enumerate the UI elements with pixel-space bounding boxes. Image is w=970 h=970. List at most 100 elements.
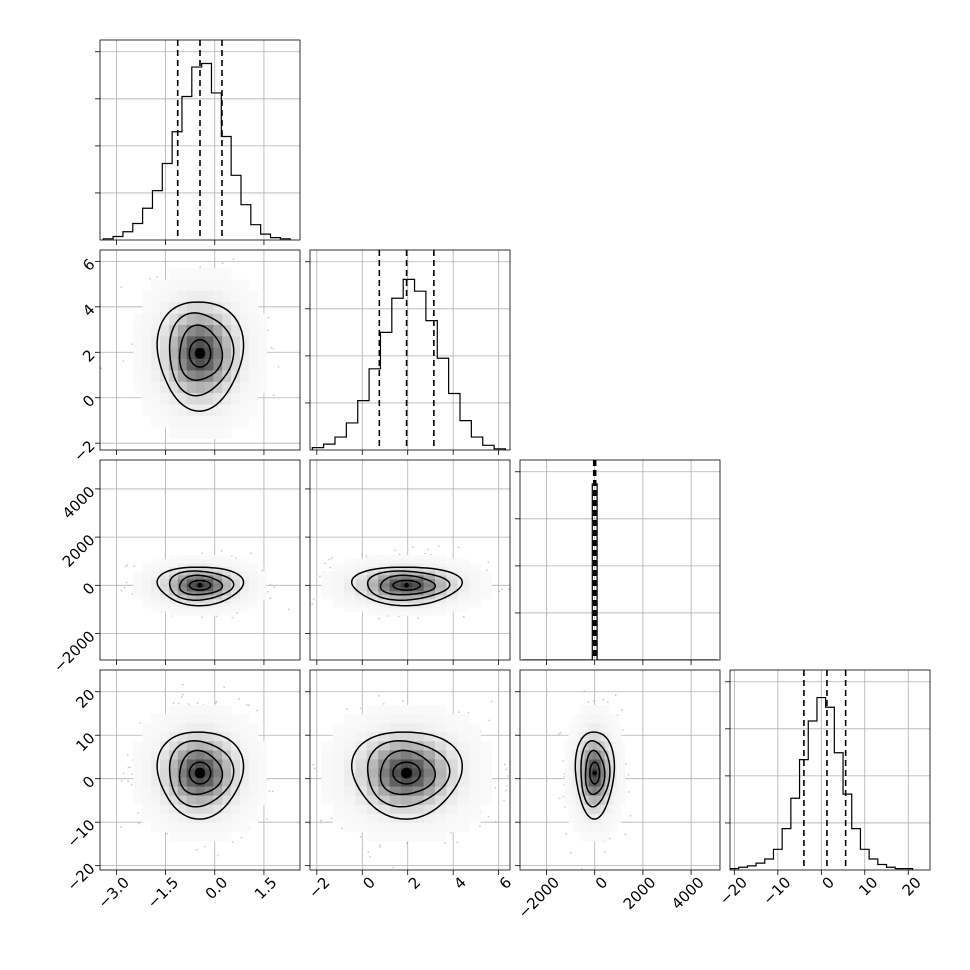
- density-cell: [222, 603, 232, 608]
- density-cell: [177, 591, 187, 596]
- density-cell: [332, 591, 345, 596]
- density-cell: [344, 603, 356, 608]
- density-cell: [160, 575, 170, 580]
- density-cell: [248, 567, 259, 572]
- density-cell: [412, 595, 424, 600]
- density-cell: [204, 302, 214, 314]
- density-cell: [355, 587, 368, 592]
- density-cell: [480, 579, 493, 584]
- density-cell: [412, 563, 424, 568]
- density-cell: [446, 607, 459, 612]
- density-cell: [366, 555, 379, 560]
- sample-point: [361, 553, 364, 556]
- density-cell: [231, 587, 241, 592]
- density-cell: [469, 579, 481, 584]
- density-cell: [168, 611, 179, 616]
- contour-line: [188, 339, 212, 368]
- density-cell: [151, 607, 161, 612]
- y-tick-label: 4000: [59, 483, 99, 523]
- density-cell: [332, 595, 345, 600]
- density-cell: [186, 381, 196, 394]
- density-cell: [257, 579, 267, 584]
- density-cell: [480, 595, 493, 600]
- panel-2-2: [515, 459, 721, 665]
- density-cell: [446, 599, 459, 604]
- density-cell: [204, 313, 214, 326]
- density-cell: [222, 595, 232, 600]
- density-cell: [231, 325, 241, 337]
- density-cell: [239, 587, 250, 592]
- density-cell: [239, 595, 250, 600]
- density-cell: [151, 415, 161, 428]
- sample-point: [131, 343, 134, 346]
- density-cell: [248, 595, 259, 600]
- density-cell: [239, 404, 250, 417]
- density-cell: [222, 571, 232, 576]
- density-cell: [142, 370, 152, 383]
- density-cell: [222, 313, 232, 326]
- density-cell: [378, 603, 390, 608]
- sample-point: [508, 588, 510, 591]
- sample-point: [201, 616, 204, 619]
- density-cell: [160, 313, 170, 326]
- density-cell: [168, 575, 179, 580]
- density-cell: [195, 611, 205, 616]
- density-cell: [389, 587, 402, 592]
- density-cell: [457, 567, 470, 572]
- density-cell: [186, 279, 196, 292]
- density-cell: [177, 370, 187, 383]
- density-cell: [222, 607, 232, 612]
- density-cell: [257, 571, 267, 576]
- density-cell: [457, 587, 470, 592]
- density-cell: [151, 404, 161, 417]
- sample-point: [485, 569, 488, 572]
- density-cell: [248, 359, 259, 371]
- density-cell: [231, 290, 241, 303]
- density-cell: [142, 587, 152, 592]
- density-cell: [213, 359, 223, 371]
- density-cell: [480, 571, 493, 576]
- density-peak: [194, 348, 206, 359]
- density-cell: [151, 591, 161, 596]
- sample-point: [319, 575, 321, 578]
- sample-point: [269, 597, 272, 600]
- density-cell: [186, 359, 196, 371]
- density-cell: [355, 559, 368, 564]
- density-cell: [151, 359, 161, 371]
- sample-point: [267, 590, 269, 593]
- density-cell: [239, 302, 250, 314]
- histogram-2: [522, 483, 718, 660]
- density-cell: [457, 575, 470, 580]
- density-cell: [400, 555, 413, 560]
- density-cell: [423, 591, 436, 596]
- density-cell: [160, 404, 170, 417]
- sample-point: [487, 561, 490, 564]
- density-cell: [213, 567, 223, 572]
- density-cell: [457, 599, 470, 604]
- density-cell: [231, 279, 241, 292]
- density-cell: [355, 575, 368, 580]
- density-cell: [332, 583, 345, 588]
- panel-0-0: [95, 39, 301, 245]
- density-cell: [177, 393, 187, 405]
- density-cell: [213, 603, 223, 608]
- density-cell: [213, 302, 223, 314]
- density-cell: [168, 599, 179, 604]
- sample-point: [261, 569, 264, 572]
- density-cell: [160, 599, 170, 604]
- density-cell: [248, 393, 259, 405]
- density-cell: [469, 563, 481, 568]
- density-cell: [248, 575, 259, 580]
- sample-point: [195, 848, 198, 851]
- density-cell: [344, 579, 356, 584]
- density-cell: [321, 571, 334, 576]
- density-cell: [160, 579, 170, 584]
- density-cell: [213, 313, 223, 326]
- density-cell: [142, 603, 152, 608]
- density-cell: [177, 599, 187, 604]
- density-cell: [469, 571, 481, 576]
- density-cell: [186, 290, 196, 303]
- density-cell: [469, 595, 481, 600]
- density-cell: [168, 325, 179, 337]
- density-cell: [248, 591, 259, 596]
